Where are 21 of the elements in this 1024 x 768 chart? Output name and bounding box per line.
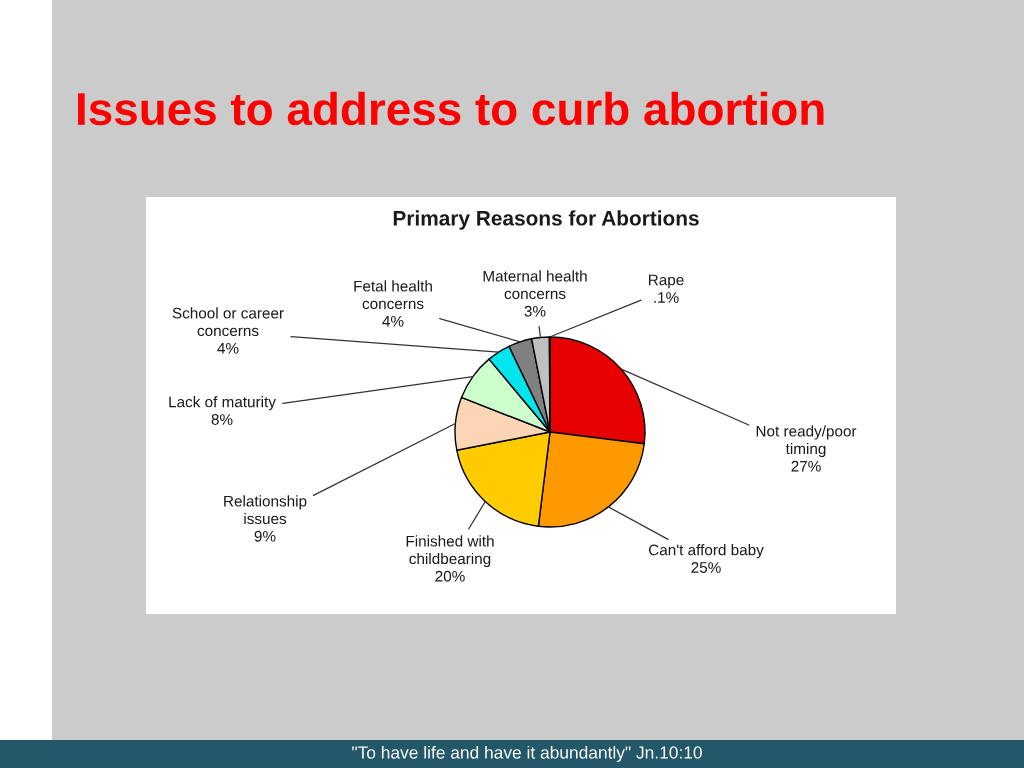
chart-title: Issues to address to curb abortion: [78, 91, 824, 126]
data-label: 9%: [254, 530, 276, 542]
text: "To have life and have it abundantly" Jn.10:10: [352, 745, 702, 763]
data-label: 27%: [791, 460, 821, 472]
slice-label: Can't afford baby: [648, 544, 764, 559]
data-label: 4%: [382, 315, 404, 327]
data-label: .1%: [654, 292, 679, 303]
data-label: 20%: [435, 570, 465, 582]
slice-label: Fetal health concerns: [354, 280, 432, 310]
slice-label: School or career concerns: [172, 307, 284, 337]
data-label: 4%: [217, 342, 239, 354]
data-label: 3%: [524, 305, 546, 317]
slice-label: Relationship issues: [224, 495, 307, 525]
slice-label: Lack of maturity: [169, 396, 276, 411]
slice-label: Not ready/poor timing: [756, 425, 857, 458]
data-label: 25%: [691, 562, 721, 573]
slice-label: Maternal health concerns: [483, 270, 587, 300]
slice-label: Finished with childbearing: [406, 535, 494, 568]
chart-subtitle: Primary Reasons for Abortions: [393, 210, 699, 230]
slice-label: Rape: [648, 274, 684, 289]
data-label: 8%: [211, 414, 233, 425]
